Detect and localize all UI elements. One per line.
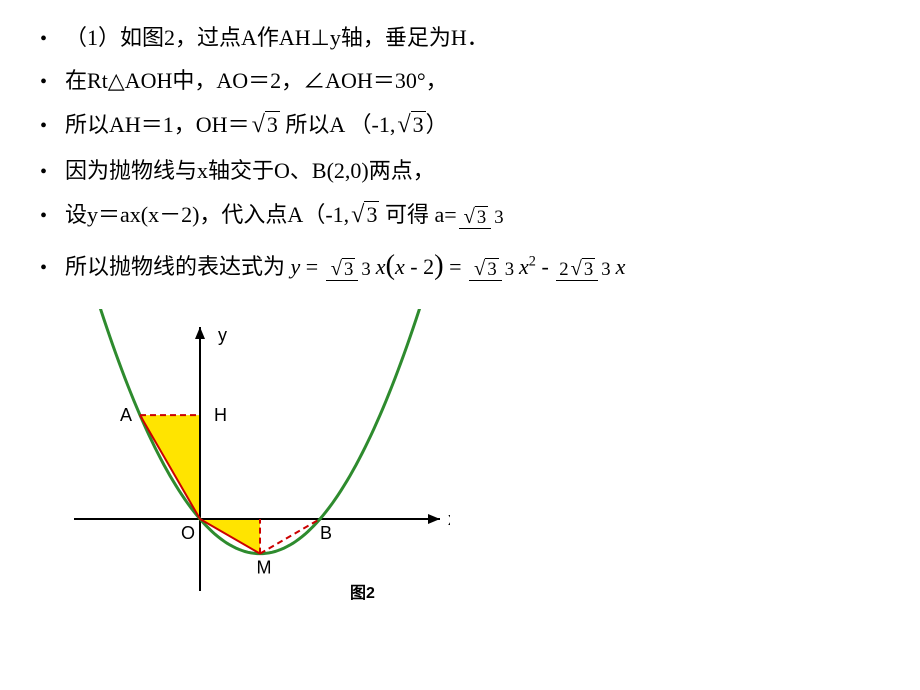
eq-var: x — [616, 254, 626, 279]
sqrt: 3 — [569, 258, 596, 281]
sqrt-val: 3 — [265, 111, 280, 137]
fraction: 33 — [459, 206, 507, 229]
eq-var: x — [376, 254, 386, 279]
fraction: 33 — [469, 258, 517, 281]
text: 在Rt△AOH中，AO＝2，∠AOH＝30°， — [65, 63, 448, 98]
sqrt: 3 — [472, 258, 499, 281]
eq-var: x — [519, 254, 529, 279]
diagram-caption: 图2 — [350, 579, 375, 603]
text-part: 所以A （-1, — [280, 112, 396, 137]
eq-var: y — [291, 254, 301, 279]
line-3: • 所以AH＝1，OH＝3 所以A （-1,3） — [40, 106, 880, 145]
sqrt-val: 3 — [411, 111, 426, 137]
eq-op: = — [444, 254, 467, 279]
text: 设y＝ax(x－2)，代入点A（-1,3 可得 a=33 — [65, 196, 509, 235]
numerator: 3 — [326, 259, 359, 281]
bullet: • — [40, 200, 47, 232]
sqrt-val: 3 — [475, 206, 488, 228]
fraction: 33 — [326, 258, 374, 281]
numerator: 3 — [469, 259, 502, 281]
text-part: 所以抛物线的表达式为 — [65, 254, 285, 279]
sqrt-val: 3 — [342, 258, 355, 280]
fraction: 233 — [556, 258, 613, 281]
text-part: 所以AH＝1，OH＝ — [65, 112, 250, 137]
denominator: 3 — [491, 207, 506, 228]
diagram-wrap: y x A H O B M 图2 — [70, 309, 470, 639]
line-2: • 在Rt△AOH中，AO＝2，∠AOH＝30°， — [40, 63, 880, 98]
sqrt: 3 — [349, 196, 379, 235]
sqrt: 3 — [329, 258, 356, 281]
line-4: • 因为抛物线与x轴交于O、B(2,0)两点， — [40, 153, 880, 188]
bullet: • — [40, 110, 47, 142]
numerator: 3 — [459, 207, 492, 229]
bullet: • — [40, 156, 47, 188]
sqrt-val: 3 — [582, 258, 595, 280]
svg-text:O: O — [181, 523, 195, 543]
svg-text:H: H — [214, 405, 227, 425]
text-part: ） — [426, 112, 448, 137]
bullet: • — [40, 23, 47, 55]
bullet: • — [40, 66, 47, 98]
text: 因为抛物线与x轴交于O、B(2,0)两点， — [65, 153, 435, 188]
line-6: • 所以抛物线的表达式为 y = 33x(x - 2) = 33x2 - 233… — [40, 243, 880, 289]
sqrt: 3 — [250, 106, 280, 145]
svg-text:x: x — [448, 509, 450, 529]
denominator: 3 — [358, 259, 373, 280]
eq-var: x — [395, 254, 405, 279]
svg-text:y: y — [218, 325, 227, 345]
text: 所以AH＝1，OH＝3 所以A （-1,3） — [65, 106, 448, 145]
line-1: • （1）如图2，过点A作AH⊥y轴，垂足为H． — [40, 20, 880, 55]
denominator: 3 — [502, 259, 517, 280]
numerator: 23 — [556, 259, 598, 281]
sqrt: 3 — [395, 106, 425, 145]
paren: ) — [434, 250, 444, 281]
diagram-area: y x A H O B M 图2 — [70, 309, 880, 639]
denominator: 3 — [598, 259, 613, 280]
text: 所以抛物线的表达式为 y = 33x(x - 2) = 33x2 - 233x — [65, 243, 625, 289]
eq-op: = — [300, 254, 323, 279]
text-part: 设y＝ax(x－2)，代入点A（-1, — [65, 202, 349, 227]
eq-op: - 2 — [405, 254, 434, 279]
num-part: 2 — [559, 259, 568, 280]
line-5: • 设y＝ax(x－2)，代入点A（-1,3 可得 a=33 — [40, 196, 880, 235]
parabola-diagram: y x A H O B M — [70, 309, 450, 619]
svg-text:B: B — [320, 523, 332, 543]
bullet: • — [40, 252, 47, 284]
paren: ( — [385, 250, 395, 281]
superscript: 2 — [529, 254, 536, 270]
eq-op: - — [536, 254, 554, 279]
sqrt-val: 3 — [364, 201, 379, 227]
text-part: 可得 a= — [379, 202, 456, 227]
sqrt-val: 3 — [485, 258, 498, 280]
text: （1）如图2，过点A作AH⊥y轴，垂足为H． — [65, 20, 489, 55]
sqrt: 3 — [462, 206, 489, 229]
svg-text:A: A — [120, 405, 132, 425]
svg-text:M: M — [257, 557, 272, 577]
